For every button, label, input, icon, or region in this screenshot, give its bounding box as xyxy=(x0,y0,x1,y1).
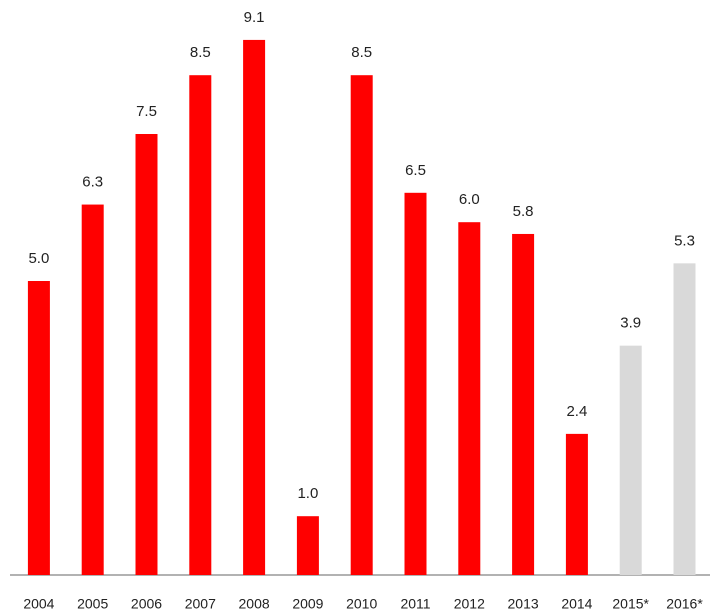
bar xyxy=(243,39,266,576)
value-label: 5.0 xyxy=(28,250,49,267)
bar xyxy=(619,345,642,575)
bar xyxy=(296,516,319,575)
x-tick-label: 2004 xyxy=(23,596,54,612)
x-tick-label: 2013 xyxy=(508,596,539,612)
bar xyxy=(135,134,158,575)
value-label: 8.5 xyxy=(190,44,211,61)
bar xyxy=(189,75,212,575)
value-label: 5.3 xyxy=(674,232,695,249)
value-label: 3.9 xyxy=(620,315,641,332)
bar xyxy=(673,263,696,575)
x-tick-label: 2006 xyxy=(131,596,162,612)
x-tick-label: 2011 xyxy=(400,596,430,612)
x-tick-label: 2012 xyxy=(454,596,485,612)
x-tick-label: 2009 xyxy=(292,596,323,612)
value-label: 1.0 xyxy=(297,485,318,502)
value-label: 6.0 xyxy=(459,191,480,208)
bar xyxy=(81,204,104,575)
x-tick-label: 2016* xyxy=(666,596,703,612)
x-tick-label: 2007 xyxy=(185,596,216,612)
bar xyxy=(27,281,50,575)
bar xyxy=(458,222,481,575)
value-label: 8.5 xyxy=(351,44,372,61)
value-label: 6.3 xyxy=(82,174,103,191)
x-tick-label: 2008 xyxy=(239,596,270,612)
bar xyxy=(512,233,535,575)
value-label: 7.5 xyxy=(136,103,157,120)
bar xyxy=(350,75,373,575)
x-tick-label: 2014 xyxy=(561,596,592,612)
bar xyxy=(404,192,427,576)
x-tick-label: 2015* xyxy=(612,596,649,612)
value-label: 5.8 xyxy=(513,203,534,220)
bar xyxy=(565,433,588,575)
x-tick-label: 2010 xyxy=(346,596,377,612)
value-label: 2.4 xyxy=(566,403,587,420)
value-label: 6.5 xyxy=(405,162,426,179)
x-tick-label: 2005 xyxy=(77,596,108,612)
value-label: 9.1 xyxy=(244,9,265,26)
